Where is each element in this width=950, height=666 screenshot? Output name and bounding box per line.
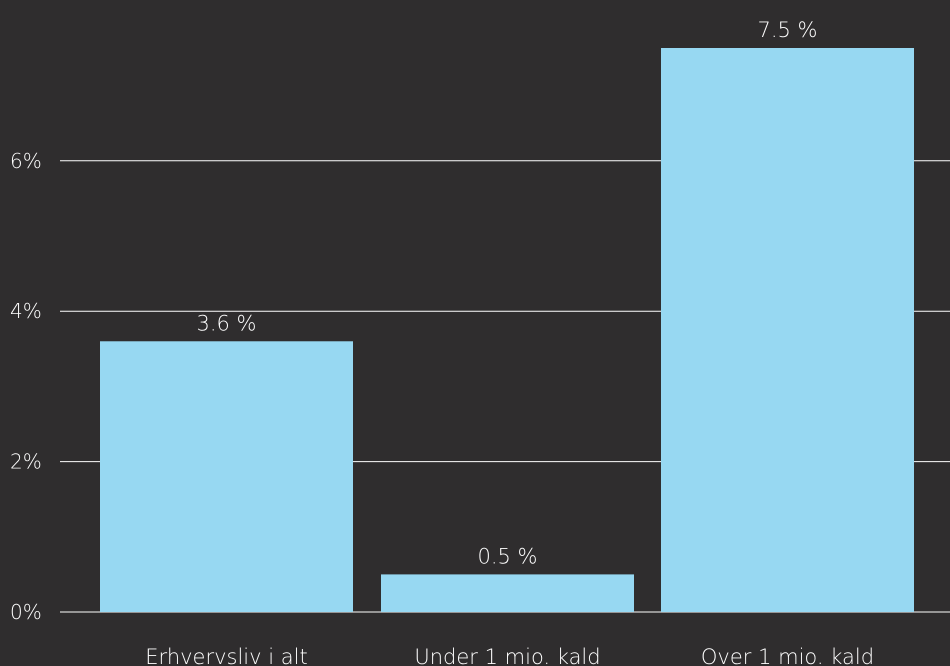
- y-tick-label-2: 2%: [10, 450, 42, 474]
- data-label-2: 0.5 %: [477, 544, 537, 568]
- category-label-1: Erhvervsliv i alt: [145, 645, 307, 666]
- bar-3: [661, 48, 914, 612]
- y-tick-label-6: 6%: [10, 149, 42, 173]
- y-tick-label-4: 4%: [10, 299, 42, 323]
- category-label-2: Under 1 mio. kald: [414, 645, 600, 666]
- bar-1: [100, 341, 353, 612]
- y-tick-label-0: 0%: [10, 600, 42, 624]
- category-label-3: Over 1 mio. kald: [701, 645, 874, 666]
- bar-2: [381, 574, 634, 612]
- data-label-1: 3.6 %: [196, 311, 256, 335]
- data-label-3: 7.5 %: [757, 18, 817, 42]
